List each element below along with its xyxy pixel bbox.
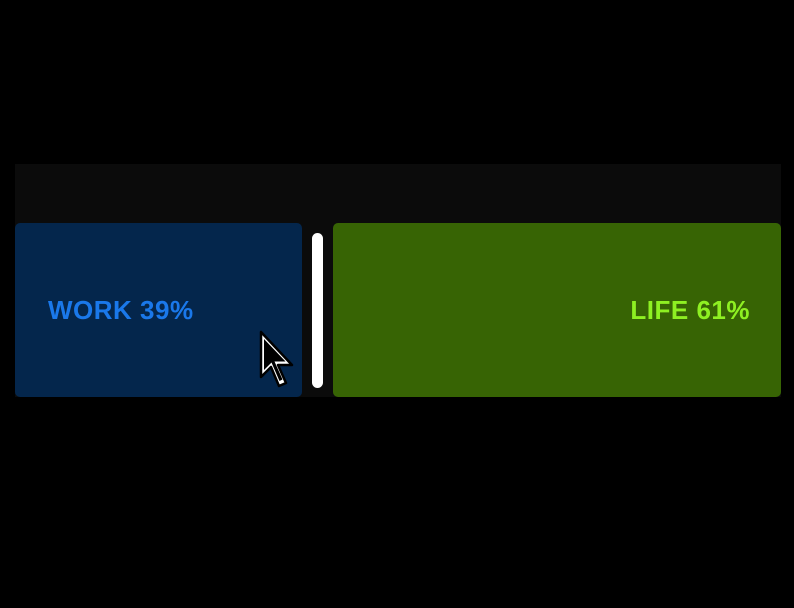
split-drag-handle[interactable] xyxy=(312,233,323,388)
life-percentage-label: LIFE 61% xyxy=(630,294,750,325)
work-percentage-label: WORK 39% xyxy=(48,294,194,325)
work-life-split-slider[interactable]: WORK 39% LIFE 61% xyxy=(15,164,781,397)
life-segment[interactable]: LIFE 61% xyxy=(333,223,781,397)
work-segment[interactable]: WORK 39% xyxy=(15,223,302,397)
